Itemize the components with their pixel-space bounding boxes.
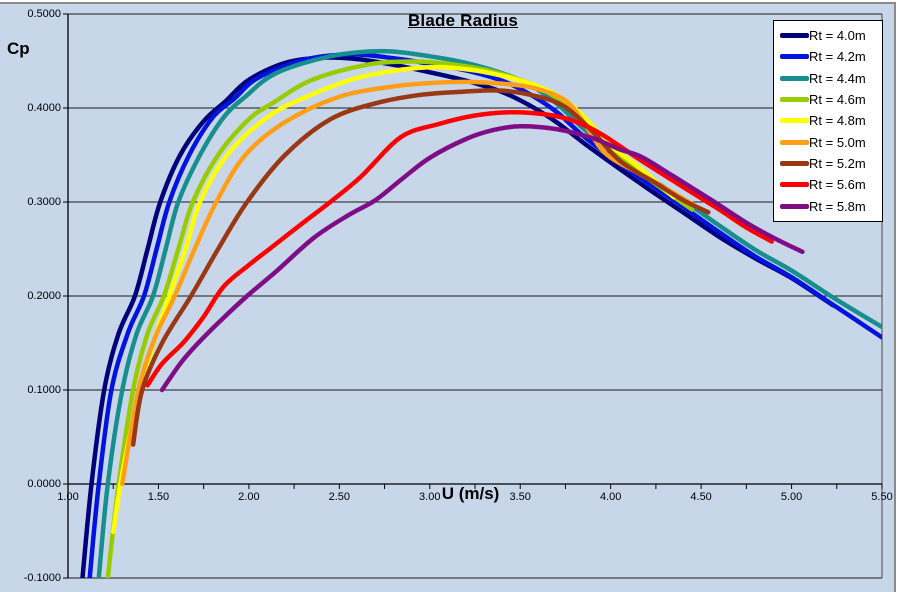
x-tick-label: 1.50 bbox=[147, 491, 170, 503]
legend-item: Rt = 4.6m bbox=[780, 90, 882, 110]
x-tick-label: 3.50 bbox=[509, 491, 531, 503]
legend-label: Rt = 4.2m bbox=[809, 49, 866, 65]
legend-label: Rt = 4.0m bbox=[809, 28, 866, 44]
chart-title: Blade Radius bbox=[407, 11, 519, 30]
legend-label: Rt = 5.0m bbox=[809, 134, 866, 150]
series-line-Rt4.0m bbox=[80, 55, 836, 578]
legend: Rt = 4.0m Rt = 4.2m Rt = 4.4m Rt = 4.6m Rt =… bbox=[773, 20, 883, 222]
series-line-Rt5.8m bbox=[159, 124, 805, 393]
y-tick-label: 0.2000 bbox=[27, 290, 61, 302]
legend-item: Rt = 5.0m bbox=[780, 132, 882, 152]
legend-item: Rt = 4.2m bbox=[780, 47, 882, 67]
legend-swatch-icon bbox=[780, 182, 809, 188]
legend-item: Rt = 4.4m bbox=[780, 68, 882, 88]
legend-swatch-icon bbox=[780, 118, 809, 124]
y-tick-label: 0.1000 bbox=[27, 384, 61, 396]
series-line-Rt4.4m bbox=[96, 48, 882, 578]
x-tick-label: 3.00 bbox=[419, 491, 441, 503]
legend-swatch-icon bbox=[780, 97, 809, 103]
legend-swatch-icon bbox=[780, 161, 809, 167]
legend-label: Rt = 5.2m bbox=[809, 156, 866, 172]
series-line-Rt5.6m bbox=[145, 109, 774, 388]
x-axis-title: U (m/s) bbox=[441, 484, 500, 503]
series-line-Rt5.0m bbox=[120, 79, 695, 487]
legend-swatch-icon bbox=[780, 203, 809, 209]
legend-swatch-icon bbox=[780, 139, 809, 145]
legend-label: Rt = 5.6m bbox=[809, 177, 866, 193]
x-tick-label: 2.50 bbox=[328, 491, 351, 503]
legend-label: Rt = 4.6m bbox=[809, 92, 866, 108]
legend-label: Rt = 4.8m bbox=[809, 113, 866, 129]
legend-item: Rt = 5.8m bbox=[780, 196, 882, 216]
y-axis-title: Cp bbox=[7, 39, 30, 58]
y-tick-label: 0.5000 bbox=[27, 8, 61, 20]
x-tick-label: 1.00 bbox=[57, 491, 79, 503]
legend-item: Rt = 5.6m bbox=[780, 175, 882, 195]
legend-item: Rt = 5.2m bbox=[780, 154, 882, 174]
legend-swatch-icon bbox=[780, 75, 809, 81]
legend-swatch-icon bbox=[780, 33, 809, 39]
y-tick-label: -0.1000 bbox=[23, 572, 61, 584]
series-line-Rt5.2m bbox=[130, 88, 711, 447]
legend-item: Rt = 4.0m bbox=[780, 26, 882, 46]
legend-label: Rt = 5.8m bbox=[809, 198, 866, 214]
x-tick-label: 4.00 bbox=[599, 491, 622, 503]
legend-item: Rt = 4.8m bbox=[780, 111, 882, 131]
legend-label: Rt = 4.4m bbox=[809, 70, 866, 86]
x-tick-label: 4.50 bbox=[690, 491, 712, 503]
x-tick-label: 5.00 bbox=[780, 491, 803, 503]
x-tick-label: 5.50 bbox=[871, 491, 893, 503]
y-tick-label: 0.3000 bbox=[27, 196, 61, 208]
x-tick-label: 2.00 bbox=[238, 491, 260, 503]
y-tick-label: 0.0000 bbox=[27, 478, 61, 490]
y-tick-label: 0.4000 bbox=[27, 102, 61, 114]
legend-swatch-icon bbox=[780, 54, 809, 60]
